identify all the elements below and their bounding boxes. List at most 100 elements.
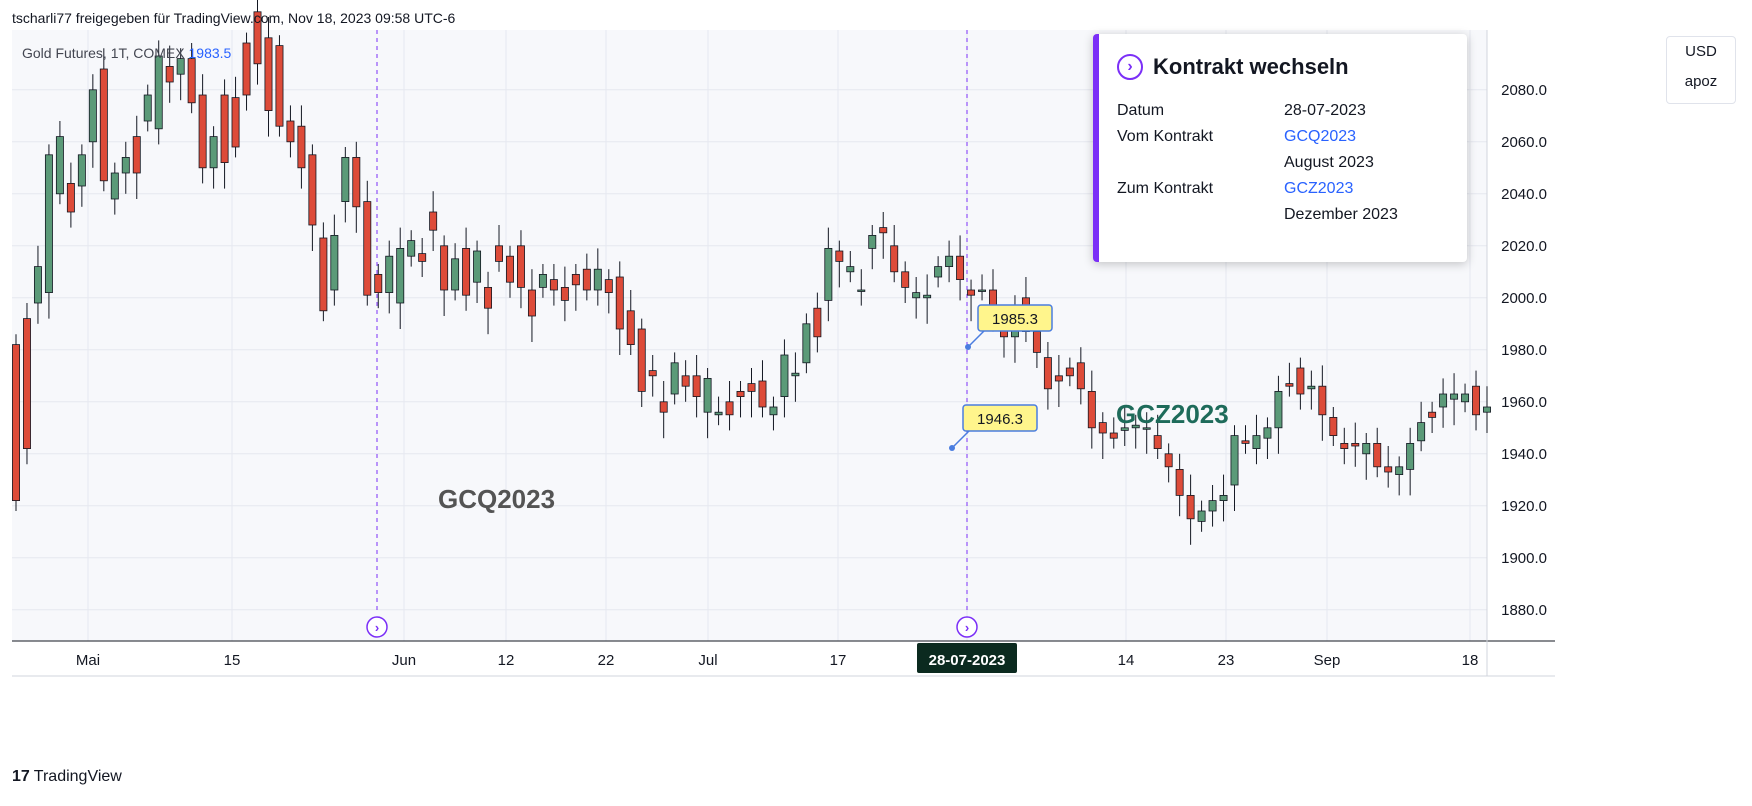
- candle-body: [692, 375, 701, 397]
- x-tick-label: 14: [1118, 652, 1135, 669]
- candle-body: [77, 154, 86, 187]
- candle-body: [374, 273, 383, 293]
- x-tick-label: 12: [498, 652, 515, 669]
- candle-body: [912, 292, 921, 299]
- price-label-box: [977, 304, 1053, 332]
- candle-body: [1043, 357, 1052, 390]
- candle-body: [648, 370, 657, 377]
- price-scale-settings[interactable]: USD apoz: [1666, 36, 1736, 104]
- to-contract-link[interactable]: GCZ2023: [1284, 180, 1354, 197]
- candle-body: [725, 401, 734, 416]
- candle-body: [143, 94, 152, 122]
- y-tick-label: 1960.0: [1501, 394, 1547, 411]
- rollover-icon: ›: [1117, 54, 1143, 80]
- footer-brand[interactable]: 17 TradingView: [12, 768, 122, 786]
- candle-body: [1208, 500, 1217, 512]
- from-contract-link[interactable]: GCQ2023: [1284, 128, 1357, 145]
- candle-body: [33, 266, 42, 304]
- candle-body: [451, 258, 460, 291]
- y-tick-label: 1980.0: [1501, 342, 1547, 359]
- candle-body: [593, 268, 602, 291]
- candle-body: [714, 411, 723, 416]
- candle-body: [626, 310, 635, 345]
- candle-body: [868, 234, 877, 249]
- candle-body: [604, 279, 613, 294]
- candle-body: [198, 94, 207, 169]
- rollover-marker-icon: [366, 616, 388, 638]
- candle-body: [582, 268, 591, 291]
- candle-body: [1406, 442, 1415, 470]
- candle-body: [341, 156, 350, 202]
- candle-body: [1318, 385, 1327, 416]
- candle-body: [1186, 494, 1195, 520]
- price-label-text: 1985.3: [992, 311, 1038, 328]
- candle-body: [780, 354, 789, 397]
- candle-body: [967, 289, 976, 296]
- candle-body: [110, 172, 119, 200]
- candle-body: [890, 245, 899, 273]
- unit-label[interactable]: apoz: [1684, 73, 1718, 90]
- x-tick-label: 22: [598, 652, 615, 669]
- x-tick-label: Jul: [698, 652, 717, 669]
- candle-body: [88, 89, 97, 143]
- popup-row-value: August 2023: [1284, 154, 1374, 171]
- candle-body: [846, 266, 855, 273]
- x-tick-label: Sep: [1314, 652, 1341, 669]
- candle-body: [1175, 468, 1184, 496]
- candle-body: [1428, 411, 1437, 418]
- candle-body: [956, 255, 965, 281]
- currency-label[interactable]: USD: [1685, 43, 1717, 60]
- candle-body: [901, 271, 910, 288]
- candle-body: [1197, 510, 1206, 522]
- candle-body: [187, 58, 196, 104]
- x-tick-label: 15: [224, 652, 241, 669]
- popup-row-value: 28-07-2023: [1284, 102, 1366, 119]
- candle-body: [176, 58, 185, 75]
- popup-row-label: Vom Kontrakt: [1117, 128, 1214, 145]
- candle-body: [1032, 331, 1041, 353]
- candle-body: [791, 372, 800, 377]
- x-tick-label: 18: [1462, 652, 1479, 669]
- candle-body: [1098, 422, 1107, 434]
- popup-row-label: Zum Kontrakt: [1117, 180, 1214, 197]
- candle-body: [1109, 432, 1118, 439]
- symbol-last-price: 1983.5: [188, 45, 232, 61]
- candle-body: [1483, 406, 1491, 413]
- y-tick-label: 2040.0: [1501, 186, 1547, 203]
- price-label-point: [965, 344, 971, 350]
- candle-body: [495, 245, 503, 262]
- candle-body: [1076, 362, 1085, 390]
- price-label-pointer: [967, 328, 987, 348]
- candle-body: [165, 66, 174, 83]
- candle-body: [220, 94, 229, 163]
- candle-body: [1362, 442, 1371, 455]
- candle-body: [703, 377, 712, 413]
- candle-body: [1340, 442, 1349, 449]
- share-byline: tscharli77 freigegeben für TradingView.c…: [12, 10, 456, 26]
- candle-body: [352, 156, 361, 208]
- popup-row-label: [1117, 202, 1284, 228]
- candle-body: [1285, 383, 1294, 387]
- candle-body: [253, 11, 262, 65]
- candle-body: [407, 240, 416, 257]
- x-tick-label: 28-07-2023: [929, 652, 1006, 669]
- y-tick-label: 2000.0: [1501, 290, 1547, 307]
- candle-body: [670, 362, 679, 395]
- brand-name: TradingView: [33, 768, 122, 785]
- candle-body: [1329, 416, 1338, 436]
- candle-body: [242, 42, 251, 96]
- candle-body: [1307, 385, 1316, 390]
- candle-body: [1417, 422, 1426, 442]
- candle-body: [615, 276, 624, 330]
- candle-body: [945, 255, 954, 268]
- popup-row: Zum Kontrakt GCZ2023: [1117, 176, 1449, 202]
- y-tick-label: 1880.0: [1501, 602, 1547, 619]
- candle-body: [473, 250, 482, 283]
- y-tick-label: 2020.0: [1501, 238, 1547, 255]
- candle-body: [747, 383, 756, 392]
- price-label-point: [949, 445, 955, 451]
- price-label-box: [962, 404, 1038, 432]
- candle-body: [879, 227, 888, 234]
